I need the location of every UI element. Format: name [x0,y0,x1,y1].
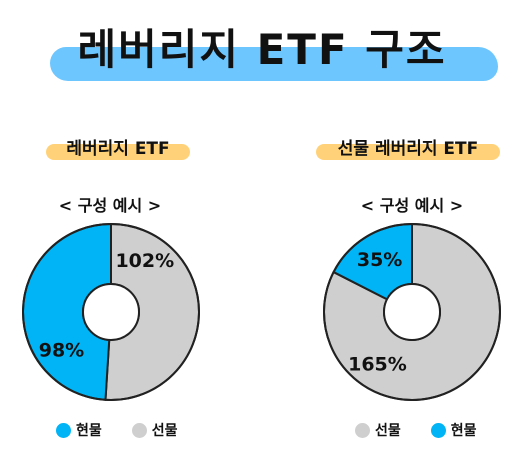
right-donut-chart: 165% 35% [323,223,501,401]
right-legend-label-futures: 선물 [375,423,401,439]
right-legend: 선물 현물 [355,420,477,440]
spot-dot-icon [430,422,446,438]
right-caption: < 구성 예시 > [360,196,464,215]
left-subtitle-text: 레버리지 ETF [66,139,170,159]
donut-outer-ring [22,223,200,401]
right-legend-item-futures: 선물 [355,420,401,440]
donut-hole [383,283,441,341]
right-subtitle-text: 선물 레버리지 ETF [337,139,479,159]
left-subtitle: 레버리지 ETF [46,134,190,164]
left-donut-chart: 102% 98% [22,223,200,401]
left-caption: < 구성 예시 > [58,196,162,215]
left-legend-label-futures: 선물 [151,423,178,439]
left-legend-item-spot: 현물 [56,420,102,440]
left-subtitle-highlight [46,144,190,160]
donut-hole [82,283,140,341]
donut-label-futures: 102% [115,250,174,272]
right-legend-label-spot: 현물 [450,423,477,439]
donut-outer-ring [323,223,501,401]
spot-dot-icon [56,422,71,438]
donut-label-futures: 165% [348,353,407,375]
right-subtitle: 선물 레버리지 ETF [316,134,500,164]
title-highlight [50,47,498,81]
right-subtitle-highlight [316,144,500,160]
donut-label-spot: 35% [357,249,402,271]
donut-label-spot: 98% [39,339,84,361]
futures-dot-icon [131,422,147,438]
page-title: 레버리지 ETF 구조 [77,25,447,74]
left-legend-item-futures: 선물 [131,420,178,440]
futures-dot-icon [355,422,370,438]
left-legend: 현물 선물 [56,420,178,440]
title-area: 레버리지 ETF 구조 [0,0,524,100]
left-legend-label-spot: 현물 [76,423,102,439]
right-legend-item-spot: 현물 [430,420,477,440]
